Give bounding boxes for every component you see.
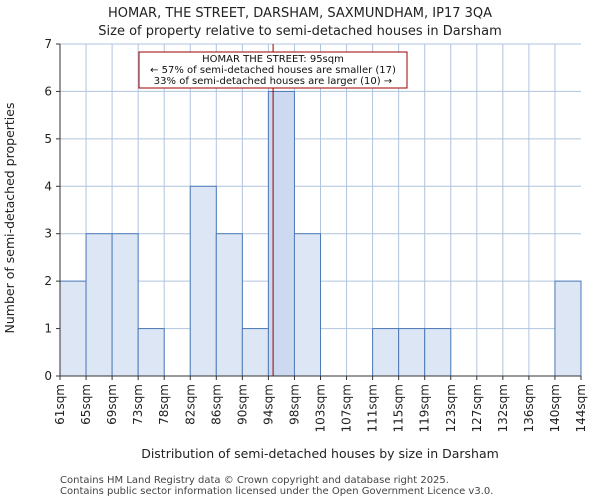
annotation-border xyxy=(138,51,408,89)
footer-line-2: Contains public sector information licen… xyxy=(60,486,493,497)
y-tick-label-0: 0 xyxy=(44,369,52,383)
y-tick-label-5: 5 xyxy=(44,132,52,146)
bar-115sqm xyxy=(398,328,426,377)
footer-line-1: Contains HM Land Registry data © Crown c… xyxy=(60,475,449,486)
y-tick-label-3: 3 xyxy=(44,227,52,241)
bar-111sqm xyxy=(372,328,400,377)
bar-86sqm xyxy=(215,233,243,377)
annotation-line-1: HOMAR THE STREET: 95sqm xyxy=(202,54,344,65)
x-tick-label-65sqm: 65sqm xyxy=(79,384,93,425)
bar-61sqm xyxy=(59,280,87,377)
x-tick-label-127sqm: 127sqm xyxy=(470,384,484,432)
x-tick-label-98sqm: 98sqm xyxy=(287,384,301,425)
bar-119sqm xyxy=(424,328,452,377)
annotation-line-2: ← 57% of semi-detached houses are smalle… xyxy=(150,65,396,76)
x-tick-label-69sqm: 69sqm xyxy=(105,384,119,425)
x-tick-label-111sqm: 111sqm xyxy=(366,384,380,432)
x-tick-label-119sqm: 119sqm xyxy=(418,384,432,432)
chart-subtitle: Size of property relative to semi-detach… xyxy=(98,24,502,39)
y-tick-label-1: 1 xyxy=(44,322,52,336)
x-tick-label-140sqm: 140sqm xyxy=(548,384,562,432)
bar-69sqm xyxy=(111,233,139,377)
y-tick-label-2: 2 xyxy=(44,274,52,288)
y-tick-label-6: 6 xyxy=(44,84,52,98)
bar-140sqm xyxy=(554,280,582,377)
chart-title: HOMAR, THE STREET, DARSHAM, SAXMUNDHAM, … xyxy=(108,6,492,21)
bar-82sqm xyxy=(189,185,217,377)
x-tick-label-94sqm: 94sqm xyxy=(261,384,275,425)
x-tick-label-144sqm: 144sqm xyxy=(574,384,588,432)
x-tick-label-123sqm: 123sqm xyxy=(444,384,458,432)
annotation-box: HOMAR THE STREET: 95sqm ← 57% of semi-de… xyxy=(138,51,408,89)
x-tick-label-132sqm: 132sqm xyxy=(496,384,510,432)
x-tick-label-61sqm: 61sqm xyxy=(53,384,67,425)
y-tick-labels: 0 1 2 3 4 5 6 7 xyxy=(44,37,60,383)
x-tick-label-82sqm: 82sqm xyxy=(183,384,197,425)
bar-65sqm xyxy=(85,233,113,377)
x-tick-labels: 61sqm 65sqm 69sqm 73sqm 78sqm 82sqm 86sqm 90sqm… xyxy=(53,376,588,432)
annotation-line-3: 33% of semi-detached houses are larger (… xyxy=(154,76,392,87)
x-tick-label-86sqm: 86sqm xyxy=(209,384,223,425)
bar-90sqm xyxy=(241,328,269,377)
y-tick-label-4: 4 xyxy=(44,179,52,193)
x-axis-label: Distribution of semi-detached houses by … xyxy=(141,446,499,461)
x-tick-label-73sqm: 73sqm xyxy=(131,384,145,425)
x-tick-label-103sqm: 103sqm xyxy=(314,384,328,432)
y-tick-label-7: 7 xyxy=(44,37,52,51)
bar-98sqm xyxy=(293,233,322,377)
y-axis-label: Number of semi-detached properties xyxy=(2,103,17,334)
x-tick-label-115sqm: 115sqm xyxy=(392,384,406,432)
x-tick-label-90sqm: 90sqm xyxy=(235,384,249,425)
bar-73sqm xyxy=(137,328,165,377)
x-tick-label-136sqm: 136sqm xyxy=(522,384,536,432)
x-tick-label-107sqm: 107sqm xyxy=(340,384,354,432)
x-tick-label-78sqm: 78sqm xyxy=(157,384,171,425)
bar-94sqm xyxy=(267,90,295,377)
